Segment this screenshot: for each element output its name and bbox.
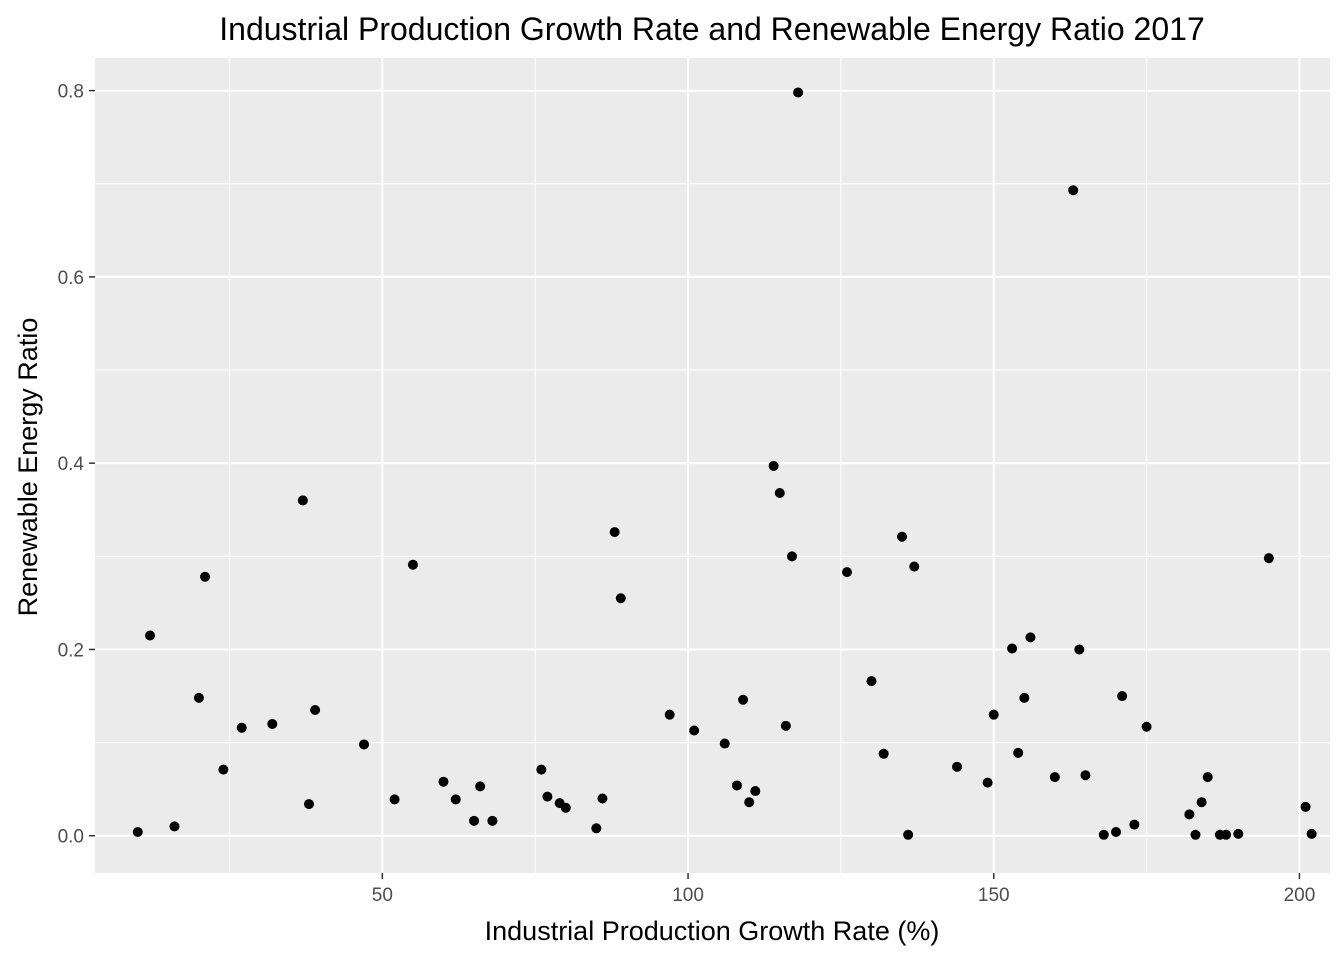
- data-point: [1233, 828, 1244, 839]
- data-point: [774, 487, 785, 498]
- chart-title: Industrial Production Growth Rate and Re…: [219, 11, 1204, 47]
- y-axis-label: Renewable Energy Ratio: [13, 318, 43, 617]
- y-tick-label: 0.4: [58, 454, 85, 475]
- data-point: [1221, 829, 1232, 840]
- data-point: [866, 676, 877, 687]
- x-axis-label: Industrial Production Growth Rate (%): [485, 916, 940, 946]
- data-point: [267, 718, 278, 729]
- data-point: [903, 829, 914, 840]
- data-point: [1184, 809, 1195, 820]
- data-point: [1074, 644, 1085, 655]
- data-points: [132, 87, 1317, 840]
- data-point: [1111, 827, 1122, 838]
- data-point: [738, 694, 749, 705]
- data-point: [1098, 829, 1109, 840]
- data-point: [982, 777, 993, 788]
- data-point: [768, 460, 779, 471]
- data-point: [1049, 772, 1060, 783]
- panel-background: [95, 58, 1330, 873]
- data-point: [909, 561, 920, 572]
- data-point: [389, 794, 400, 805]
- data-point: [878, 748, 889, 759]
- data-point: [780, 720, 791, 731]
- data-point: [536, 764, 547, 775]
- data-point: [1068, 185, 1079, 196]
- data-point: [450, 794, 461, 805]
- data-point: [469, 815, 480, 826]
- data-point: [1263, 553, 1274, 564]
- data-point: [303, 799, 314, 810]
- data-point: [1202, 772, 1213, 783]
- data-point: [1141, 721, 1152, 732]
- y-tick-label: 0.6: [58, 268, 84, 289]
- data-point: [218, 764, 229, 775]
- data-point: [988, 709, 999, 720]
- data-point: [731, 780, 742, 791]
- data-point: [132, 827, 143, 838]
- data-point: [597, 793, 608, 804]
- grid-lines: [95, 58, 1330, 873]
- data-point: [297, 495, 308, 506]
- x-tick-label: 50: [372, 885, 393, 906]
- data-point: [609, 527, 620, 538]
- data-point: [793, 87, 804, 98]
- data-point: [487, 815, 498, 826]
- data-point: [1007, 643, 1018, 654]
- data-point: [542, 791, 553, 802]
- data-point: [1129, 819, 1140, 830]
- data-point: [145, 630, 156, 641]
- data-point: [1117, 691, 1128, 702]
- data-point: [750, 786, 761, 797]
- data-point: [664, 709, 675, 720]
- data-point: [560, 802, 571, 813]
- x-tick-label: 150: [978, 885, 1010, 906]
- data-point: [193, 692, 204, 703]
- data-point: [359, 739, 370, 750]
- data-point: [1300, 801, 1311, 812]
- axes: 50 100 150 200 0.0 0.2 0.4 0.6 0.8: [58, 82, 1316, 906]
- data-point: [1013, 747, 1024, 758]
- data-point: [615, 593, 626, 604]
- plot-panel: [95, 58, 1330, 873]
- data-point: [169, 821, 180, 832]
- data-point: [719, 738, 730, 749]
- data-point: [200, 571, 211, 582]
- data-point: [1196, 797, 1207, 808]
- y-tick-label: 0.2: [58, 640, 84, 661]
- data-point: [744, 797, 755, 808]
- y-tick-label: 0.8: [58, 82, 84, 103]
- data-point: [1306, 828, 1317, 839]
- x-tick-label: 200: [1284, 885, 1316, 906]
- data-point: [1025, 632, 1036, 643]
- data-point: [1190, 829, 1201, 840]
- data-point: [842, 567, 853, 578]
- data-point: [689, 725, 700, 736]
- data-point: [475, 781, 486, 792]
- data-point: [952, 761, 963, 772]
- data-point: [1080, 770, 1091, 781]
- data-point: [897, 531, 908, 542]
- data-point: [407, 559, 418, 570]
- data-point: [1019, 692, 1030, 703]
- data-point: [236, 722, 247, 733]
- data-point: [310, 705, 321, 715]
- x-tick-label: 100: [672, 885, 704, 906]
- data-point: [438, 776, 449, 787]
- y-tick-label: 0.0: [58, 827, 84, 848]
- data-point: [591, 823, 602, 834]
- data-point: [786, 551, 797, 562]
